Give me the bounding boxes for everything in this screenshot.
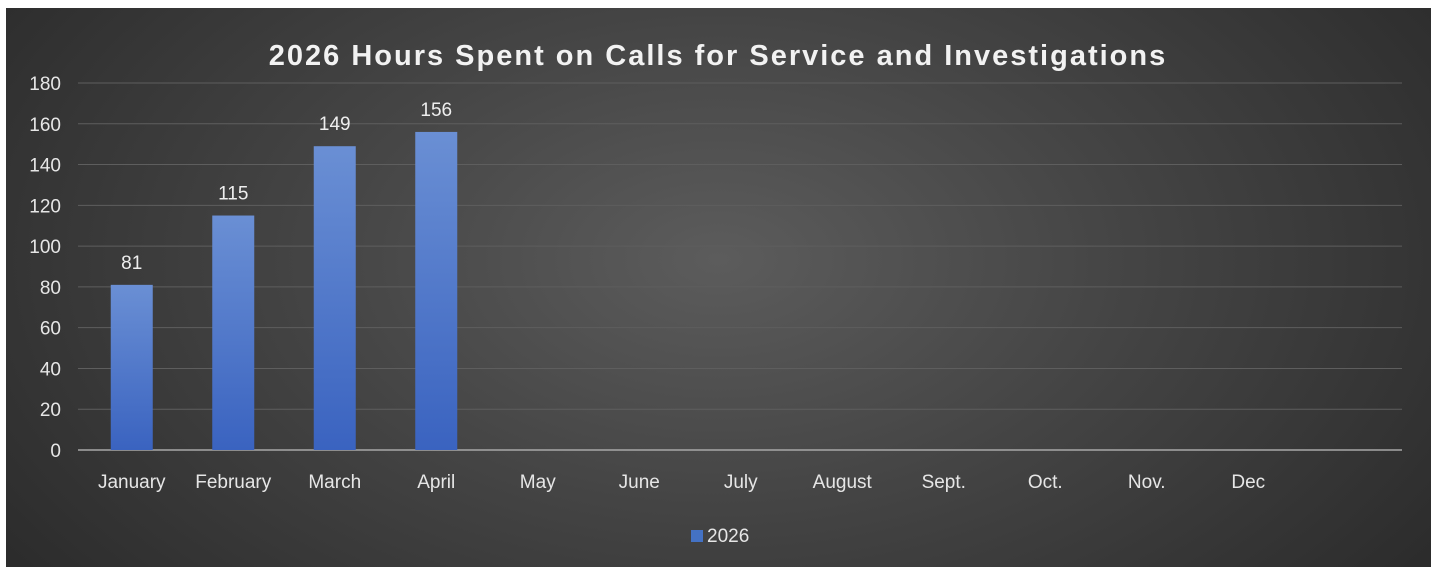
data-label: 149 bbox=[319, 114, 351, 135]
chart-title: 2026 Hours Spent on Calls for Service an… bbox=[269, 40, 1167, 72]
data-label: 156 bbox=[420, 100, 452, 121]
bar-january bbox=[110, 284, 153, 450]
data-label: 81 bbox=[121, 253, 142, 274]
y-tick-label: 20 bbox=[40, 400, 61, 421]
bar-march bbox=[313, 146, 356, 450]
x-category-label: July bbox=[724, 472, 758, 493]
y-tick-label: 100 bbox=[29, 237, 61, 258]
bar-april bbox=[415, 131, 458, 450]
y-tick-label: 60 bbox=[40, 319, 61, 340]
y-tick-label: 40 bbox=[40, 359, 61, 380]
y-tick-label: 120 bbox=[29, 196, 61, 217]
y-tick-label: 180 bbox=[29, 74, 61, 95]
y-tick-label: 140 bbox=[29, 156, 61, 177]
y-tick-label: 160 bbox=[29, 115, 61, 136]
x-category-label: January bbox=[98, 472, 166, 493]
x-category-label: February bbox=[195, 472, 272, 493]
bar-chart: 2026 Hours Spent on Calls for Service an… bbox=[29, 40, 1402, 547]
data-label: 115 bbox=[218, 184, 248, 205]
bar-february bbox=[212, 215, 255, 450]
x-category-label: Nov. bbox=[1128, 472, 1166, 493]
x-category-label: March bbox=[308, 472, 361, 493]
y-tick-label: 0 bbox=[50, 441, 61, 462]
x-category-label: August bbox=[813, 472, 873, 493]
legend-label: 2026 bbox=[707, 526, 749, 547]
x-category-label: Oct. bbox=[1028, 472, 1063, 493]
x-category-label: June bbox=[619, 472, 660, 493]
x-category-label: Sept. bbox=[922, 472, 966, 493]
x-category-label: Dec bbox=[1231, 472, 1265, 493]
x-category-label: May bbox=[520, 472, 556, 493]
y-tick-label: 80 bbox=[40, 278, 61, 299]
x-category-label: April bbox=[417, 472, 455, 493]
chart-area: 2026 Hours Spent on Calls for Service an… bbox=[6, 8, 1431, 567]
legend-swatch bbox=[691, 530, 703, 542]
